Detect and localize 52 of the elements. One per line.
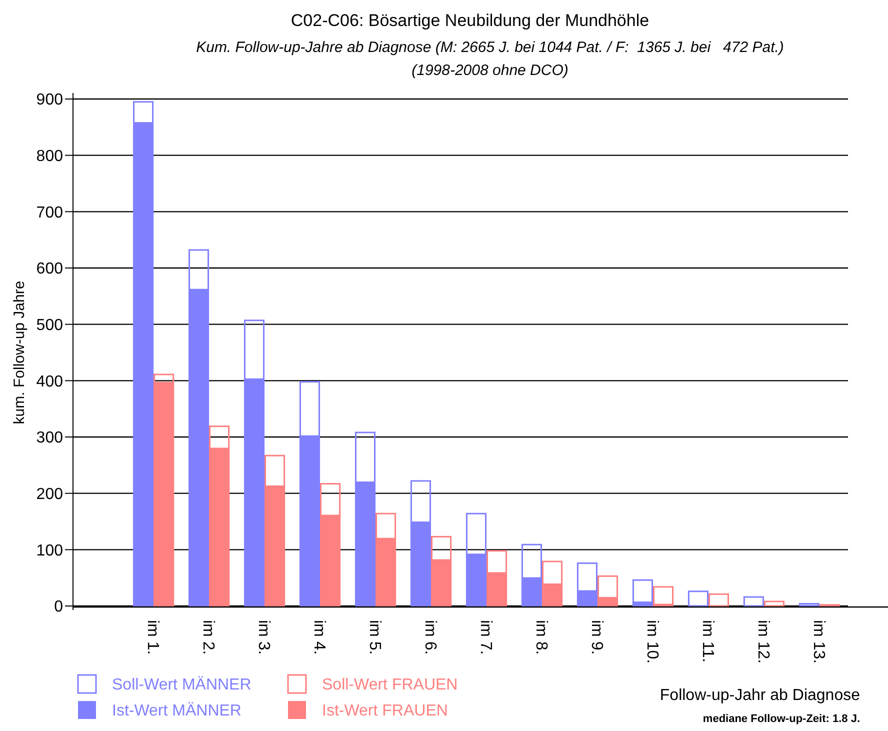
y-tick-label: 200 — [36, 486, 64, 503]
text: mediane Follow-up-Zeit: 1.8 J. — [702, 713, 860, 725]
x-tick-label: im 7. — [476, 620, 494, 655]
x-tick-label: im 9. — [588, 620, 605, 655]
bar — [320, 483, 341, 607]
chart-subtitle: Kum. Follow-up-Jahre ab Diagnose (M: 2665 J. bei 1044 Pat. / F: 1365 J. bei 472 Pat.) (1998-2008 ohne DCO) — [196, 39, 784, 79]
legend-label: Ist-Wert MÄNNER — [112, 702, 242, 720]
bar — [632, 579, 653, 607]
bar — [376, 512, 396, 607]
bar — [597, 575, 618, 607]
y-tick-label: 100 — [36, 542, 64, 560]
x-axis-title: Follow-up-Jahr ab Diagnose — [660, 687, 860, 704]
bar — [542, 560, 563, 607]
bar — [466, 512, 486, 607]
bar — [521, 544, 542, 607]
y-tick-label: 300 — [36, 430, 64, 447]
legend-label: Soll-Wert FRAUEN — [322, 676, 458, 694]
bar — [688, 590, 708, 607]
bar — [431, 536, 452, 607]
bar — [410, 480, 432, 607]
y-tick-label: 800 — [36, 148, 64, 165]
bar — [764, 600, 785, 607]
y-tick-label: 0 — [54, 598, 64, 616]
bar — [708, 593, 730, 607]
x-tick-label: im 5. — [366, 620, 383, 655]
legend-label: Ist-Wert FRAUEN — [322, 702, 448, 720]
bar — [486, 550, 508, 607]
x-tick-label: im 3. — [254, 620, 272, 655]
y-tick-label: 700 — [36, 204, 64, 222]
x-tick-label: im 2. — [199, 620, 216, 655]
y-tick-label: 400 — [36, 373, 64, 390]
x-tick-label: im 13. — [810, 620, 827, 664]
bar — [264, 454, 286, 607]
x-tick-label: im 1. — [144, 620, 161, 655]
bar — [743, 596, 764, 607]
bar — [244, 320, 265, 607]
x-tick-label: im 12. — [754, 620, 772, 664]
x-tick-label: im 11. — [698, 620, 716, 662]
x-tick-label: im 4. — [310, 620, 328, 655]
y-tick-label: 900 — [36, 92, 64, 109]
legend-label: Soll-Wert MÄNNER — [112, 676, 252, 694]
x-tick-label: im 10. — [643, 620, 660, 664]
bar — [652, 586, 674, 607]
x-tick-label: im 6. — [421, 620, 438, 655]
bar — [576, 562, 598, 607]
y-tick-label: 500 — [36, 316, 64, 334]
bar — [299, 381, 320, 607]
chart-title: C02-C06: Bösartige Neubildung der Mundhöhle — [290, 11, 650, 30]
bar — [354, 432, 376, 607]
y-tick-label: 600 — [36, 260, 64, 278]
x-tick-label: im 8. — [532, 620, 550, 655]
y-axis-title: kum. Follow-up Jahre — [11, 280, 28, 424]
